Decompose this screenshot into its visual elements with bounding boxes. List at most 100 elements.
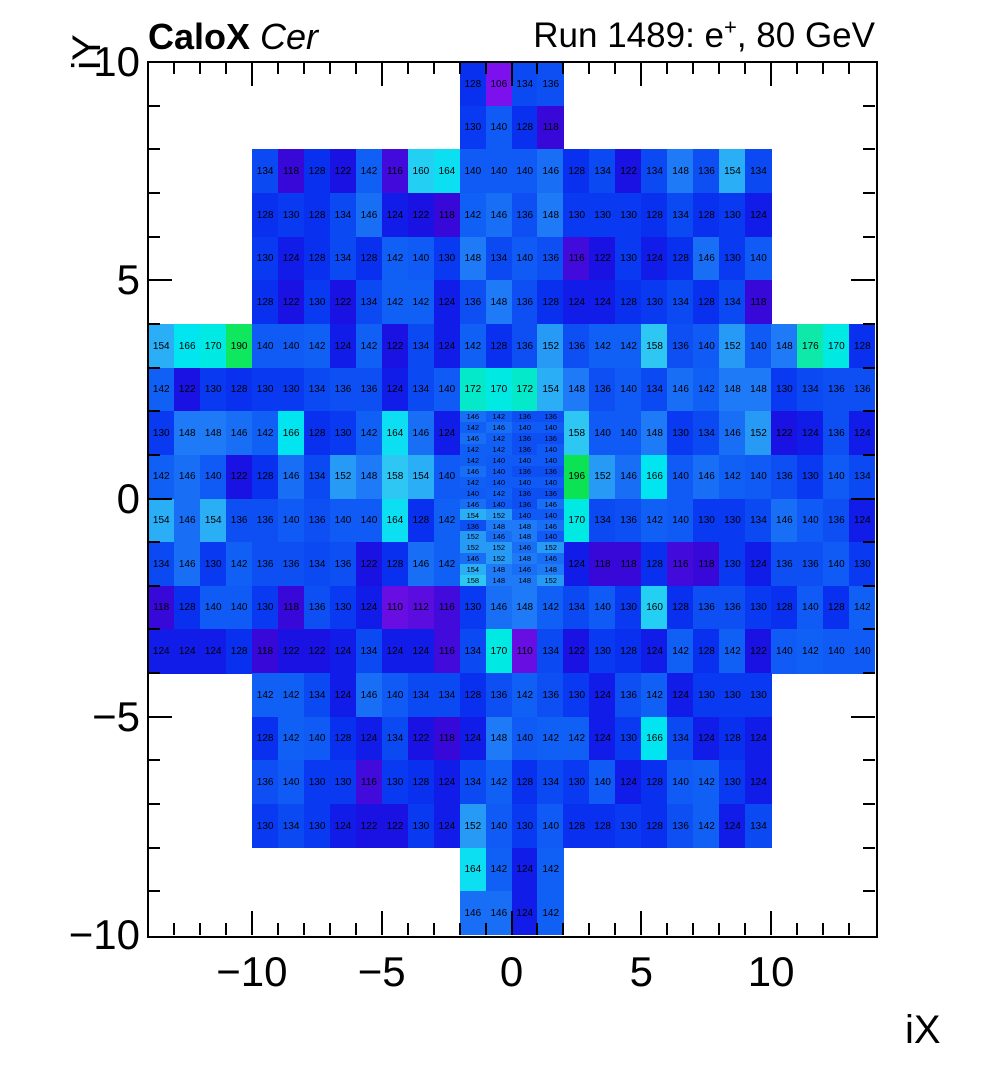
x-axis-title: iX — [905, 1008, 941, 1052]
heatmap-cell: 140 — [615, 411, 642, 456]
heatmap-cell: 142 — [303, 323, 331, 369]
heatmap-cell-fine: 146 — [537, 498, 564, 510]
heatmap-cell: 130 — [303, 280, 331, 325]
tick-mark — [406, 923, 409, 935]
heatmap-cell: 124 — [459, 716, 487, 761]
heatmap-cell: 134 — [303, 542, 331, 587]
heatmap-cell: 142 — [693, 760, 720, 805]
tick-mark — [851, 279, 875, 282]
heatmap-cell: 130 — [563, 760, 590, 805]
heatmap-cell: 130 — [667, 411, 694, 456]
heatmap-cell: 128 — [485, 323, 513, 369]
tick-mark — [863, 104, 875, 107]
heatmap-cell: 140 — [355, 498, 383, 543]
heatmap-cell: 134 — [563, 585, 590, 631]
heatmap-cell: 142 — [537, 716, 564, 761]
heatmap-cell-fine: 152 — [485, 509, 513, 521]
heatmap-cell: 122 — [381, 804, 409, 849]
heatmap-cell: 122 — [225, 454, 253, 500]
heatmap-cell: 146 — [485, 585, 513, 631]
tick-mark — [458, 62, 461, 74]
heatmap-cell: 166 — [173, 323, 201, 369]
heatmap-cell: 124 — [797, 411, 824, 456]
heatmap-cell: 134 — [433, 673, 461, 718]
tick-mark — [718, 62, 721, 74]
heatmap-cell-fine: 148 — [511, 553, 539, 565]
tick-mark — [640, 62, 643, 86]
tick-mark — [458, 923, 461, 935]
heatmap-cell: 122 — [303, 629, 331, 674]
tick-mark — [848, 62, 851, 74]
heatmap-cell: 130 — [511, 804, 539, 849]
heatmap-cell: 124 — [433, 411, 461, 456]
heatmap-cell: 124 — [173, 629, 201, 674]
heatmap-cell: 130 — [615, 192, 642, 238]
heatmap-cell: 130 — [329, 411, 357, 456]
tick-mark — [172, 62, 175, 74]
heatmap-cell: 116 — [355, 760, 383, 805]
heatmap-cell: 134 — [537, 760, 564, 805]
heatmap-cell: 124 — [745, 542, 772, 587]
heatmap-cell: 142 — [615, 323, 642, 369]
heatmap-cell: 128 — [511, 760, 539, 805]
heatmap-cell: 130 — [615, 585, 642, 631]
tick-mark — [148, 322, 160, 325]
tick-mark — [863, 410, 875, 413]
heatmap-cell: 170 — [485, 367, 513, 412]
heatmap-cell: 142 — [148, 367, 175, 412]
heatmap-cell-fine: 152 — [459, 542, 487, 554]
tick-mark — [224, 62, 227, 74]
heatmap-cell: 136 — [251, 542, 279, 587]
heatmap-plot-area: 128 106 134 136 130 140 128 118 134 118 128 122 142 1… — [148, 62, 875, 935]
heatmap-cell: 134 — [745, 149, 772, 194]
heatmap-cell: 124 — [433, 804, 461, 849]
heatmap-cell-fine: 148 — [485, 574, 513, 587]
heatmap-cell: 148 — [745, 367, 772, 412]
heatmap-cell: 124 — [148, 629, 175, 674]
heatmap-cell-fine: 140 — [485, 476, 513, 489]
heatmap-cell-fine: 140 — [537, 476, 564, 489]
heatmap-cell: 140 — [303, 716, 331, 761]
heatmap-cell: 146 — [485, 891, 513, 935]
heatmap-cell: 148 — [485, 716, 513, 761]
tick-mark — [198, 62, 201, 74]
heatmap-cell-fine: 142 — [459, 422, 487, 434]
heatmap-cell-fine: 136 — [537, 411, 564, 423]
heatmap-cell: 158 — [381, 454, 409, 500]
heatmap-cell: 124 — [433, 323, 461, 369]
heatmap-cell: 134 — [381, 716, 409, 761]
heatmap-cell: 134 — [303, 367, 331, 412]
heatmap-cell: 134 — [537, 629, 564, 674]
heatmap-cell: 112 — [407, 585, 435, 631]
x-tick-label: 10 — [747, 948, 795, 995]
heatmap-cell: 136 — [589, 367, 616, 412]
heatmap-cell: 130 — [199, 367, 227, 412]
heatmap-cell: 106 — [485, 62, 513, 107]
heatmap-cell: 154 — [199, 498, 227, 543]
tick-mark — [148, 628, 160, 631]
heatmap-cell: 140 — [745, 323, 772, 369]
heatmap-cell: 128 — [667, 585, 694, 631]
heatmap-cell: 134 — [849, 454, 875, 500]
tick-mark — [148, 148, 160, 151]
heatmap-cell: 130 — [251, 804, 279, 849]
heatmap-cell: 142 — [563, 716, 590, 761]
heatmap-cell: 152 — [329, 454, 357, 500]
heatmap-cell-fine: 140 — [537, 454, 564, 467]
heatmap-cell: 136 — [849, 367, 875, 412]
heatmap-cell-fine: 140 — [537, 422, 564, 434]
heatmap-cell: 128 — [719, 716, 746, 761]
heatmap-cell: 152 — [589, 454, 616, 500]
heatmap-cell-fine: 146 — [459, 465, 487, 478]
heatmap-cell: 136 — [667, 804, 694, 849]
heatmap-cell: 140 — [329, 498, 357, 543]
heatmap-cell-fine: 136 — [459, 520, 487, 532]
heatmap-cell: 130 — [719, 760, 746, 805]
heatmap-cell: 122 — [355, 804, 383, 849]
tick-mark — [484, 62, 487, 74]
heatmap-cell: 158 — [641, 323, 668, 369]
heatmap-cell: 140 — [797, 498, 824, 543]
heatmap-cell: 110 — [511, 629, 539, 674]
tick-mark — [380, 62, 383, 86]
heatmap-cell-fine: 136 — [511, 433, 539, 445]
